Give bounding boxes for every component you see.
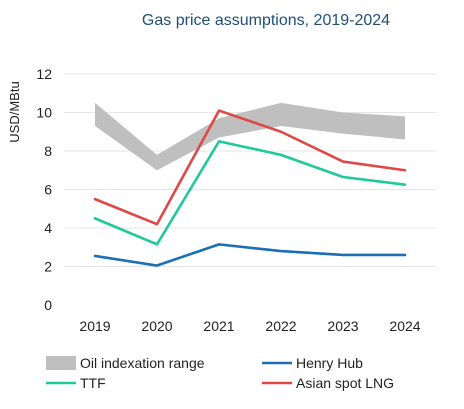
ttf-line [93, 140, 407, 246]
legend-label-henry-hub: Henry Hub [296, 355, 363, 371]
y-tick-labels: 0 2 4 6 8 10 12 [36, 66, 52, 313]
oil-indexation-band [95, 102, 405, 171]
y-tick-label: 0 [44, 297, 52, 313]
asian-spot-lng-line [93, 109, 407, 226]
gridlines [64, 73, 436, 267]
x-tick-label: 2022 [265, 318, 296, 334]
x-tick-label: 2023 [327, 318, 358, 334]
y-tick-label: 10 [36, 105, 52, 121]
x-tick-label: 2019 [79, 318, 110, 334]
chart-title: Gas price assumptions, 2019-2024 [142, 12, 390, 29]
y-tick-label: 6 [44, 182, 52, 198]
legend-swatch-oil-indexation-range [46, 356, 76, 370]
legend-label-asian-spot-lng: Asian spot LNG [296, 375, 394, 391]
y-tick-label: 4 [44, 220, 52, 236]
henry-hub-line [93, 243, 407, 267]
x-tick-label: 2024 [389, 318, 420, 334]
series-lines-layer [93, 109, 407, 267]
y-tick-label: 12 [36, 66, 52, 82]
legend: Oil indexation range Henry Hub TTF Asian sp… [46, 355, 394, 391]
x-tick-labels: 2019 2020 2021 2022 2023 2024 [79, 318, 420, 334]
y-axis-label: USD/MBtu [7, 81, 22, 142]
oil-indexation-band-layer [95, 102, 405, 171]
y-tick-label: 8 [44, 143, 52, 159]
x-tick-label: 2020 [141, 318, 172, 334]
y-tick-label: 2 [44, 259, 52, 275]
legend-label-ttf: TTF [80, 375, 106, 391]
legend-label-oil-indexation-range: Oil indexation range [80, 355, 205, 371]
x-tick-label: 2021 [203, 318, 234, 334]
